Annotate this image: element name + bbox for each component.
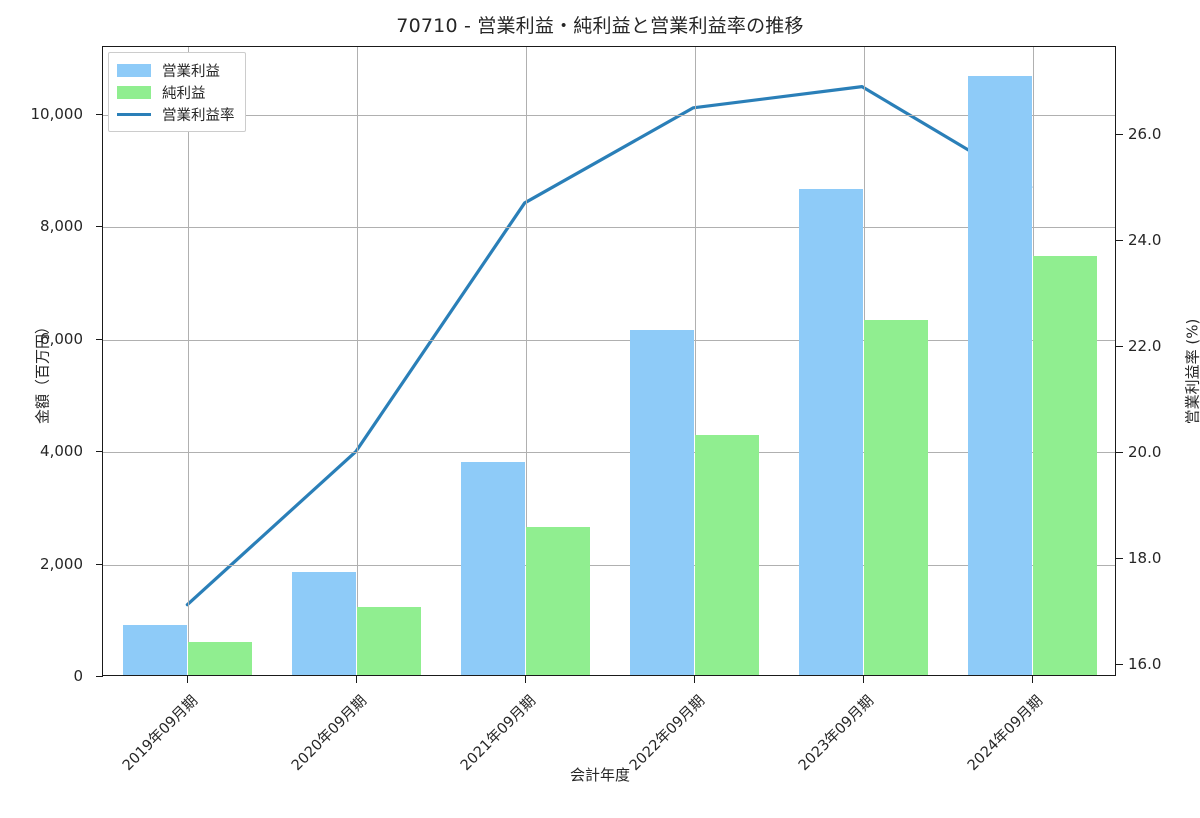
bar-operating-profit[interactable] [630, 330, 694, 675]
x-axis-tickmark [356, 676, 357, 683]
y-axis-right-tick-label: 16.0 [1128, 655, 1161, 673]
y-axis-right-tickmark [1116, 558, 1123, 559]
bar-net-profit[interactable] [526, 527, 590, 675]
bar-operating-profit[interactable] [968, 76, 1032, 675]
y-axis-left-tick-label: 2,000 [40, 555, 83, 573]
chart-title: 70710 - 営業利益・純利益と営業利益率の推移 [0, 11, 1200, 38]
y-axis-left-tick-label: 4,000 [40, 442, 83, 460]
bar-operating-profit[interactable] [461, 462, 525, 675]
y-axis-right-tickmark [1116, 346, 1123, 347]
x-axis-tick-label: 2019年09月期 [73, 690, 201, 818]
x-axis-tick-label: 2022年09月期 [580, 690, 708, 818]
x-axis-tickmark [525, 676, 526, 683]
gridline-horizontal [103, 227, 1115, 228]
x-axis-tick-label: 2024年09月期 [918, 690, 1046, 818]
y-axis-left-tickmark [96, 226, 103, 227]
y-axis-right-tickmark [1116, 452, 1123, 453]
bar-net-profit[interactable] [864, 320, 928, 675]
legend-swatch-net-profit [117, 86, 151, 99]
bar-operating-profit[interactable] [799, 189, 863, 675]
y-axis-right-tick-label: 26.0 [1128, 125, 1161, 143]
y-axis-left-tickmark [96, 339, 103, 340]
y-axis-left-tickmark [96, 676, 103, 677]
y-axis-right-tickmark [1116, 134, 1123, 135]
gridline-vertical [357, 47, 358, 675]
legend-swatch-operating-margin [117, 113, 151, 116]
y-axis-right-tickmark [1116, 664, 1123, 665]
gridline-horizontal [103, 340, 1115, 341]
x-axis-tickmark [694, 676, 695, 683]
chart-figure: 70710 - 営業利益・純利益と営業利益率の推移 金額（百万円） 営業利益率 … [0, 0, 1200, 800]
y-axis-right-tick-label: 20.0 [1128, 443, 1161, 461]
legend-label-operating-profit: 営業利益 [162, 60, 220, 81]
y-axis-left-tickmark [96, 451, 103, 452]
x-axis-tick-label: 2021年09月期 [411, 690, 539, 818]
bar-operating-profit[interactable] [123, 625, 187, 675]
x-axis-title: 会計年度 [0, 764, 1200, 785]
gridline-horizontal [103, 452, 1115, 453]
legend-label-net-profit: 純利益 [162, 82, 206, 103]
x-axis-tickmark [187, 676, 188, 683]
gridline-horizontal [103, 115, 1115, 116]
y-axis-right-tickmark [1116, 240, 1123, 241]
y-axis-left-tick-label: 0 [73, 667, 83, 685]
bar-operating-profit[interactable] [292, 572, 356, 675]
y-axis-right-tick-label: 24.0 [1128, 231, 1161, 249]
x-axis-tickmark [863, 676, 864, 683]
y-axis-left-tickmark [96, 564, 103, 565]
plot-area [102, 46, 1116, 676]
y-axis-left-tick-label: 10,000 [31, 105, 84, 123]
gridline-horizontal [103, 565, 1115, 566]
y-axis-right-tick-label: 18.0 [1128, 549, 1161, 567]
legend-item-operating-margin[interactable]: 営業利益率 [117, 103, 235, 125]
bar-net-profit[interactable] [188, 642, 252, 675]
line-series-svg [103, 47, 1115, 675]
gridline-vertical [188, 47, 189, 675]
x-axis-tickmark [1032, 676, 1033, 683]
y-axis-left-tick-label: 8,000 [40, 217, 83, 235]
legend-label-operating-margin: 営業利益率 [162, 104, 235, 125]
bar-net-profit[interactable] [1033, 256, 1097, 675]
legend-item-net-profit[interactable]: 純利益 [117, 81, 235, 103]
chart-legend: 営業利益 純利益 営業利益率 [108, 52, 246, 132]
x-axis-tick-label: 2020年09月期 [242, 690, 370, 818]
legend-swatch-operating-profit [117, 64, 151, 77]
bar-net-profit[interactable] [695, 435, 759, 675]
legend-item-operating-profit[interactable]: 営業利益 [117, 59, 235, 81]
y-axis-left-tick-label: 6,000 [40, 330, 83, 348]
x-axis-tick-label: 2023年09月期 [749, 690, 877, 818]
y-axis-right-title: 営業利益率 (%) [1182, 272, 1200, 472]
bar-net-profit[interactable] [357, 607, 421, 675]
y-axis-right-tick-label: 22.0 [1128, 337, 1161, 355]
y-axis-left-tickmark [96, 114, 103, 115]
